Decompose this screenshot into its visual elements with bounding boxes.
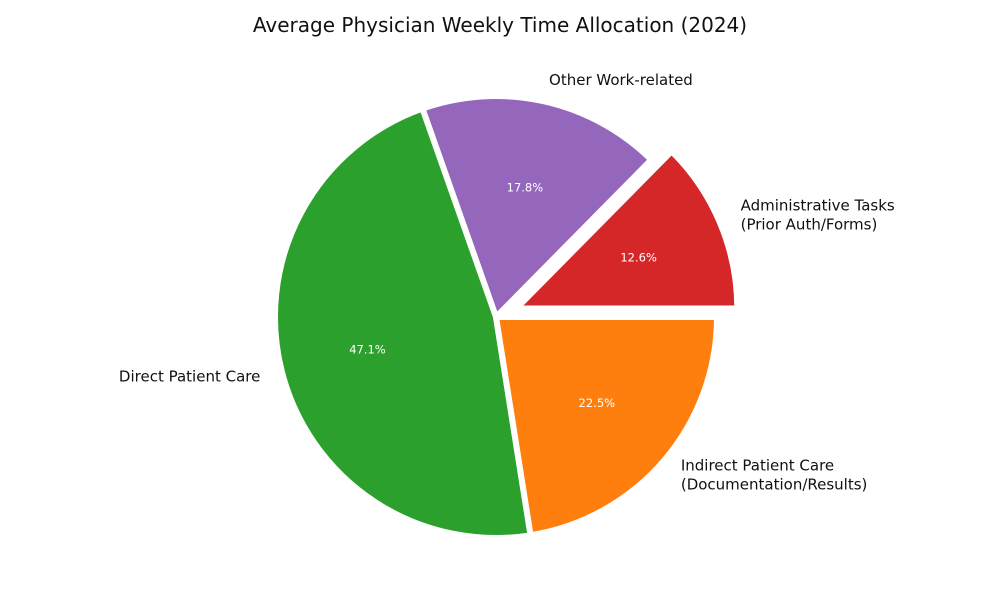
slice-label: Indirect Patient Care (Documentation/Resu…	[681, 456, 868, 493]
slice-label: Other Work-related	[549, 71, 693, 89]
slice-label: Administrative Tasks (Prior Auth/Forms)	[741, 196, 895, 233]
pie-slices	[272, 93, 741, 541]
pie-slice	[509, 147, 741, 312]
percent-labels: 12.6% 17.8% 47.1% 22.5%	[349, 181, 657, 411]
chart-title: Average Physician Weekly Time Allocation…	[253, 13, 747, 37]
pie-slice	[272, 104, 535, 541]
pie-slice	[492, 314, 721, 539]
slice-percent-label: 47.1%	[349, 343, 386, 357]
slice-labels: Administrative Tasks (Prior Auth/Forms) Ot…	[119, 71, 895, 494]
slice-percent-label: 17.8%	[507, 181, 544, 195]
slice-percent-label: 12.6%	[620, 250, 657, 264]
slice-label: Direct Patient Care	[119, 368, 260, 386]
slice-percent-label: 22.5%	[579, 396, 616, 410]
